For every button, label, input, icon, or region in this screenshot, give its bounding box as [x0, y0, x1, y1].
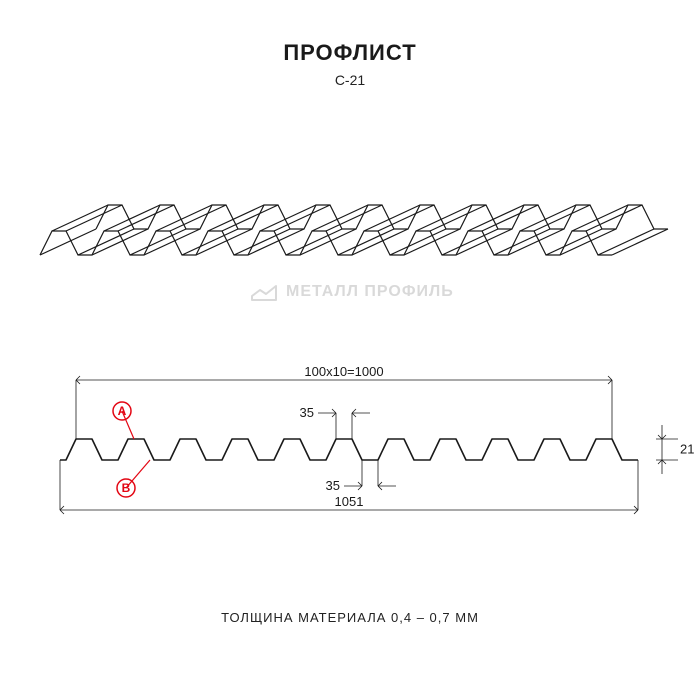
svg-text:A: A [118, 404, 127, 418]
watermark-icon [250, 280, 278, 304]
svg-text:21: 21 [680, 442, 694, 457]
svg-text:1051: 1051 [335, 494, 364, 509]
page-title: ПРОФЛИСТ [0, 40, 700, 66]
isometric-view [0, 135, 700, 300]
svg-text:35: 35 [300, 405, 314, 420]
cross-section-svg: 100x10=10001051353521AB [0, 350, 700, 540]
cross-section: 100x10=10001051353521AB [0, 350, 700, 545]
svg-text:35: 35 [326, 478, 340, 493]
svg-text:B: B [122, 481, 131, 495]
title-block: ПРОФЛИСТ C-21 [0, 0, 700, 88]
footer-text: ТОЛЩИНА МАТЕРИАЛА 0,4 – 0,7 ММ [0, 610, 700, 625]
isometric-svg [0, 135, 700, 295]
watermark-text: МЕТАЛЛ ПРОФИЛЬ [286, 283, 454, 301]
svg-text:100x10=1000: 100x10=1000 [304, 364, 383, 379]
page-subtitle: C-21 [0, 72, 700, 88]
watermark: МЕТАЛЛ ПРОФИЛЬ [250, 280, 454, 304]
